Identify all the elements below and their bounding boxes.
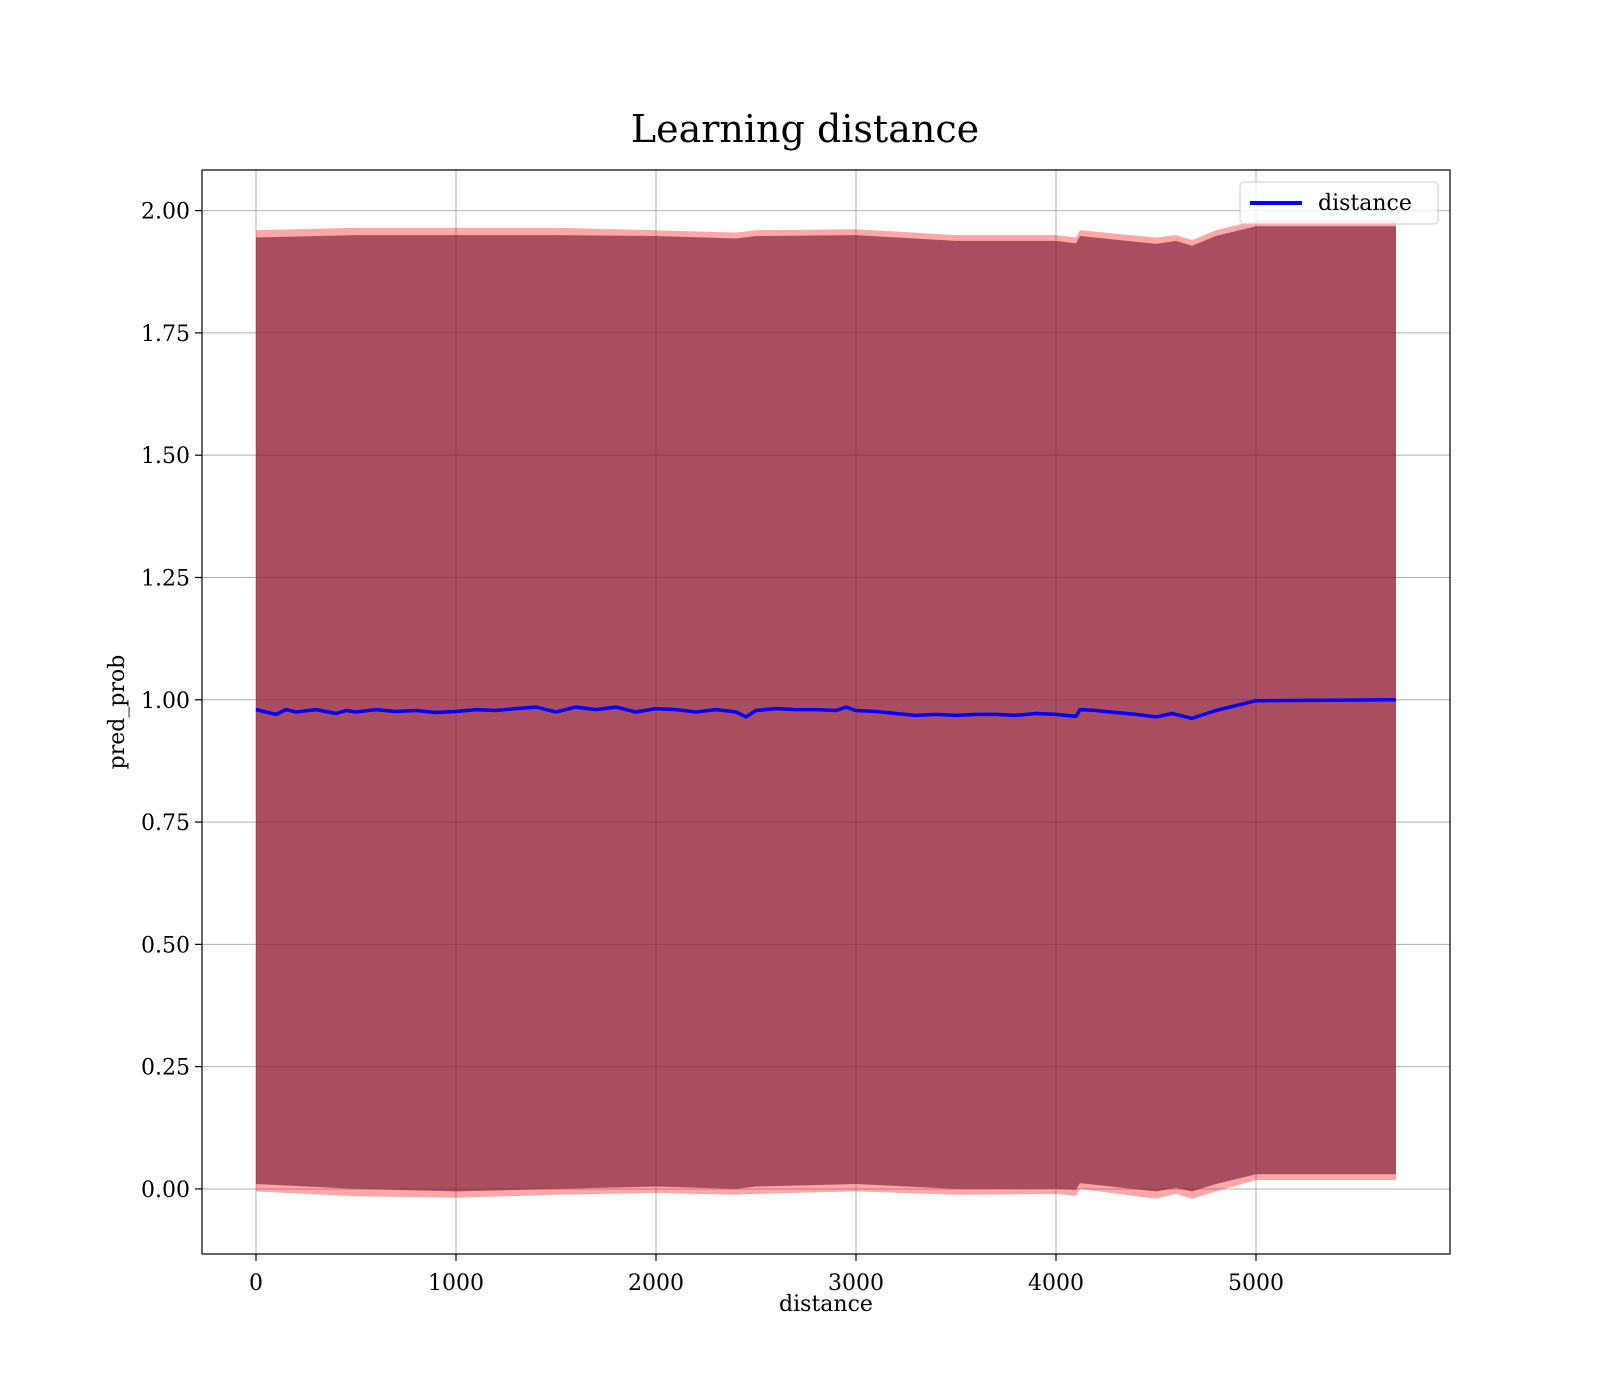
y-tick-label: 1.00	[141, 689, 190, 714]
x-tick-label: 0	[249, 1271, 263, 1296]
legend: distance	[1239, 181, 1439, 225]
y-tick-label: 0.25	[141, 1056, 190, 1081]
legend-box	[1239, 181, 1439, 225]
y-tick-label: 1.25	[141, 566, 190, 591]
legend-label-distance: distance	[1318, 191, 1412, 216]
x-tick-label: 3000	[828, 1271, 884, 1296]
chart-title: Learning distance	[631, 107, 979, 151]
y-tick-label: 1.75	[141, 322, 190, 347]
y-tick-label: 0.50	[141, 933, 190, 958]
x-tick-label: 5000	[1228, 1271, 1284, 1296]
tick-layer: 0 1000 2000 3000 4000 5000 0.00 0.25 0.50 0.75 1.0…	[141, 200, 1284, 1296]
x-axis-label: distance	[779, 1292, 873, 1317]
y-tick-label: 1.50	[141, 444, 190, 469]
x-tick-label: 2000	[628, 1271, 684, 1296]
series-line-0	[255, 698, 1397, 721]
y-axis-label: pred_prob	[105, 655, 130, 770]
line-layer	[255, 698, 1397, 721]
y-tick-label: 2.00	[141, 200, 190, 225]
x-tick-label: 1000	[428, 1271, 484, 1296]
y-tick-label: 0.75	[141, 811, 190, 836]
plot-frame	[201, 169, 1451, 1255]
x-tick-label: 4000	[1028, 1271, 1084, 1296]
y-tick-label: 0.00	[141, 1178, 190, 1203]
